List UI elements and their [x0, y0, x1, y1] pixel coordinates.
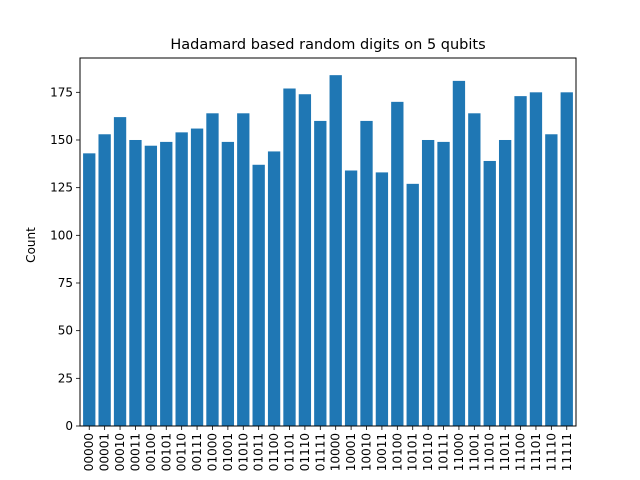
y-axis-ticks: 0 25 50 75 100 125 150 175: [50, 85, 80, 433]
bar-10110: [421, 139, 435, 427]
bar-10000: [329, 75, 342, 426]
bar-00001: [98, 134, 111, 426]
y-tick-label: 50: [58, 324, 73, 338]
x-tick-label: 10111: [437, 433, 451, 471]
x-tick-label: 11101: [529, 433, 543, 471]
x-tick-label: 01011: [252, 433, 266, 471]
x-tick-label: 10110: [421, 433, 435, 471]
x-tick-label: 00011: [128, 433, 142, 471]
x-tick-label: 10000: [329, 433, 343, 471]
bar-01011: [252, 164, 265, 426]
bar-11001: [468, 113, 481, 427]
x-tick-label: 00101: [159, 433, 173, 471]
bar-11100: [514, 96, 527, 426]
x-tick-label: 10100: [390, 433, 404, 471]
x-tick-label: 01010: [236, 433, 250, 471]
x-tick-label: 10011: [375, 433, 389, 471]
bar-11010: [483, 160, 496, 426]
y-tick-label: 125: [50, 181, 73, 195]
x-tick-label: 11010: [483, 433, 497, 471]
bar-10010: [360, 120, 373, 427]
bar-11101: [529, 92, 543, 426]
y-tick-label: 175: [50, 85, 73, 99]
bar-10011: [375, 172, 389, 426]
chart-title: Hadamard based random digits on 5 qubits: [170, 37, 485, 53]
bar-10100: [391, 101, 404, 426]
bar-00010: [113, 117, 127, 427]
x-tick-label: 10010: [360, 433, 374, 471]
bar-10111: [437, 141, 450, 426]
x-tick-label: 00001: [98, 433, 112, 471]
bar-01001: [221, 141, 235, 426]
bar-11000: [452, 80, 466, 426]
x-tick-label: 11110: [544, 433, 558, 471]
bar-01101: [283, 88, 296, 426]
x-tick-label: 00100: [144, 433, 158, 471]
bar-01111: [314, 120, 327, 427]
bar-00100: [144, 145, 158, 426]
x-tick-label: 00000: [82, 433, 96, 471]
bar-01100: [267, 151, 281, 426]
bar-10001: [344, 170, 358, 426]
x-tick-label: 10001: [344, 433, 358, 471]
x-tick-label: 11001: [467, 433, 481, 471]
bar-00101: [160, 141, 173, 426]
x-tick-label: 00010: [113, 433, 127, 471]
x-tick-label: 01101: [282, 433, 296, 471]
y-tick-label: 25: [58, 371, 73, 385]
x-tick-label: 11011: [498, 433, 512, 471]
bar-01110: [298, 94, 312, 426]
bar-10101: [406, 183, 419, 426]
y-tick-label: 75: [58, 276, 73, 290]
plot-frame: [79, 57, 577, 427]
x-tick-label: 11000: [452, 433, 466, 471]
x-tick-label: 11100: [514, 433, 528, 471]
x-axis-ticks: 00000 00001 00010 00011 00100 00101 00110 00111…: [82, 426, 574, 471]
bar-00011: [129, 139, 142, 427]
x-tick-label: 00111: [190, 433, 204, 471]
bar-00111: [190, 128, 204, 427]
bar-series: [83, 75, 573, 427]
x-tick-label: 01000: [205, 433, 219, 471]
x-tick-label: 00110: [175, 433, 189, 471]
bar-11110: [545, 134, 558, 426]
x-tick-label: 01110: [298, 433, 312, 471]
x-tick-label: 01001: [221, 433, 235, 471]
y-axis-label: Count: [24, 227, 38, 263]
bar-00000: [83, 153, 96, 426]
y-tick-label: 0: [65, 419, 73, 433]
bar-01000: [206, 113, 219, 427]
bar-11011: [498, 139, 512, 427]
x-tick-label: 11111: [560, 433, 574, 471]
x-tick-label: 10101: [406, 433, 420, 471]
bar-11111: [560, 92, 573, 426]
y-tick-label: 100: [50, 228, 73, 242]
bar-01010: [237, 113, 250, 427]
y-tick-label: 150: [50, 133, 73, 147]
x-tick-label: 01100: [267, 433, 281, 471]
bar-00110: [175, 132, 188, 427]
x-tick-label: 01111: [313, 433, 327, 471]
